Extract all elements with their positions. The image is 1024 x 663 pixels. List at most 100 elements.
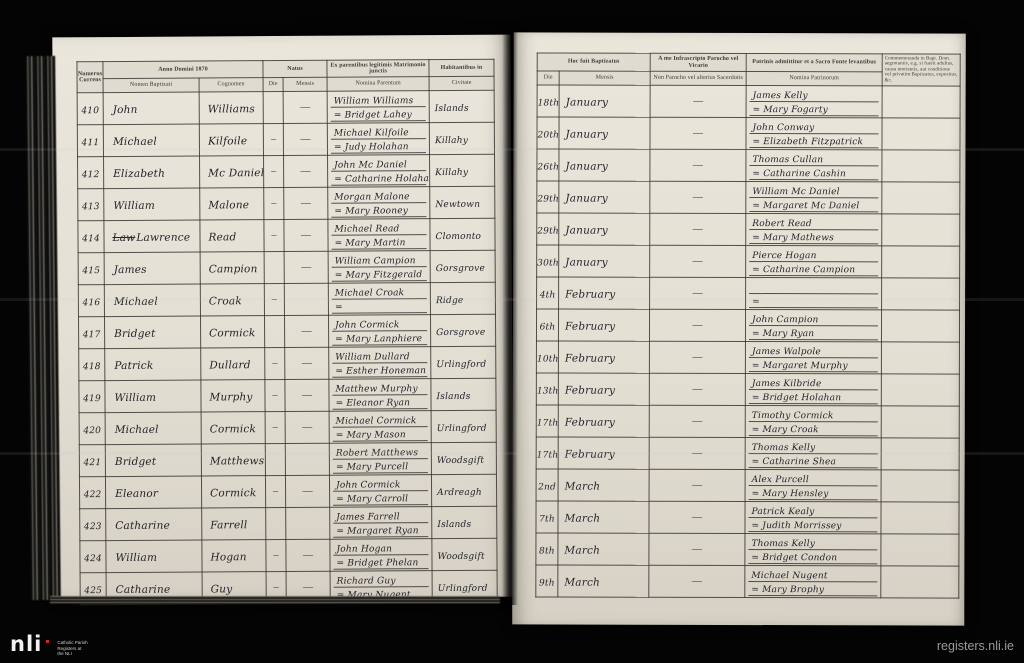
sponsor-names: William Mc Daniel = Margaret Mc Daniel: [745, 181, 882, 214]
register-row: 29th January — William Mc Daniel = Marga…: [536, 180, 960, 215]
header-die: Die: [263, 77, 284, 92]
sponsor-two: = Mary Croak: [748, 421, 878, 437]
baptism-day: 4th: [536, 276, 559, 310]
residence: Killahy: [429, 154, 495, 187]
baptism-month: January: [559, 85, 651, 118]
die-value: [265, 507, 286, 540]
register-row: 420 Michael Cormick – — Michael Cormick …: [79, 410, 497, 445]
baptism-day: 20th: [536, 116, 560, 150]
register-row: 422 Eleanor Cormick – — John Cormick = M…: [79, 474, 497, 509]
parents-names: Matthew Murphy = Eleanor Ryan: [328, 378, 432, 412]
register-row: 419 William Murphy – — Matthew Murphy = …: [78, 378, 497, 413]
notes: [881, 213, 960, 247]
notes: [881, 469, 960, 503]
register-row: 7th March — Patrick Kealy = Judith Morri…: [535, 500, 960, 535]
sponsor-names: Michael Nugent = Mary Brophy: [744, 565, 881, 598]
mother-name: = Catharine Holahan: [331, 170, 430, 186]
die-value: –: [263, 187, 284, 220]
mother-name: = Mary Purcell: [332, 458, 428, 474]
surname: Cormick: [200, 315, 265, 349]
sponsor-one: James Kilbride: [748, 375, 878, 390]
book-page-edges: [25, 55, 61, 601]
notes: [881, 277, 960, 311]
father-name: Michael Cormick: [332, 412, 428, 428]
entry-number: 423: [79, 508, 106, 541]
sponsor-one: Thomas Cullan: [749, 151, 879, 166]
left-table-header: Numerus Currens Anno Domini 1870 Natus E…: [76, 59, 495, 93]
sponsor-names: Robert Read = Mary Mathews: [745, 213, 882, 246]
given-name: LawLawrence: [103, 220, 201, 253]
die-value: –: [265, 539, 287, 572]
header-mensis: Mensis: [283, 77, 328, 92]
sponsor-one: Timothy Cormick: [748, 407, 878, 422]
sponsor-names: John Campion = Mary Ryan: [745, 309, 882, 342]
header-baptised-date: Hoc fuit Baptizatus: [537, 52, 651, 72]
mother-name: = Bridget Phelan: [333, 554, 429, 570]
minister-dash: —: [648, 533, 745, 566]
surname: Read: [199, 219, 265, 253]
given-name: Catharine: [105, 508, 202, 541]
father-name: Richard Guy: [333, 572, 429, 588]
entry-number: 424: [79, 540, 107, 573]
entry-number: 414: [77, 220, 105, 253]
sponsor-names: James Kelly = Mary Fogarty: [746, 85, 883, 118]
mensis-value: —: [283, 187, 328, 220]
notes: [881, 373, 960, 407]
register-row: 17th February — Timothy Cormick = Mary C…: [536, 404, 960, 439]
baptism-month: February: [558, 341, 650, 374]
register-row: 421 Bridget Matthews Robert Matthews = M…: [79, 442, 497, 477]
residence: Woodsgift: [431, 442, 497, 475]
entry-number: 410: [77, 92, 104, 125]
parents-names: John Cormick = Mary Carroll: [329, 474, 432, 508]
minister-dash: —: [649, 181, 746, 214]
baptism-day: 2nd: [536, 468, 559, 502]
baptism-month: January: [558, 213, 650, 246]
mother-name: = Bridget Lahey: [330, 106, 426, 122]
father-name: John Hogan: [333, 540, 429, 556]
header-surname: Cognomen: [199, 77, 264, 93]
notes: [881, 181, 960, 215]
mother-name: = Esther Honeman: [332, 362, 428, 378]
mother-name: = Mary Martin: [331, 234, 427, 250]
register-right-page: Hoc fuit Baptizatus A me Infrascripto Pa…: [512, 32, 966, 626]
sponsor-one: [749, 279, 879, 294]
die-value: –: [265, 475, 286, 508]
father-name: John Cormick: [332, 316, 428, 332]
header-natus: Natus: [262, 60, 328, 78]
sponsor-names: James Kilbride = Bridget Holahan: [745, 373, 882, 406]
sponsor-two: = Bridget Holahan: [748, 389, 878, 405]
die-value: –: [264, 347, 285, 380]
surname: Matthews: [201, 443, 266, 477]
surname: Cormick: [201, 411, 266, 445]
right-table-header: Hoc fuit Baptizatus A me Infrascripto Pa…: [537, 52, 961, 87]
baptism-month: March: [557, 565, 649, 598]
minister-dash: —: [649, 245, 746, 278]
residence: Woodsgift: [431, 538, 498, 571]
sponsor-two: = Mary Hensley: [748, 485, 878, 501]
register-row: 13th February — James Kilbride = Bridget…: [536, 372, 960, 407]
register-row: 423 Catharine Farrell James Farrell = Ma…: [79, 506, 497, 541]
sponsor-two: = Mary Brophy: [748, 581, 878, 597]
baptism-day: 29th: [536, 180, 559, 214]
sponsor-one: Robert Read: [749, 215, 879, 230]
header-die: Die: [537, 70, 560, 86]
mother-name: = Mary Mason: [332, 426, 428, 442]
baptism-month: February: [558, 309, 650, 342]
residence: Gorsgrove: [430, 314, 496, 347]
minister-dash: —: [649, 405, 746, 438]
baptism-month: March: [558, 469, 650, 502]
notes: [881, 405, 960, 439]
given-name: William: [105, 539, 203, 573]
die-value: –: [265, 411, 286, 444]
die-value: –: [263, 155, 284, 188]
mensis-value: —: [284, 379, 330, 412]
parents-names: William Williams = Bridget Lahey: [327, 90, 430, 124]
register-row: 415 James Campion — William Campion = Ma…: [78, 250, 496, 285]
father-name: Michael Croak: [331, 284, 427, 300]
register-row: 26th January — Thomas Cullan = Catharine…: [536, 148, 960, 183]
surname: Cormick: [201, 475, 266, 509]
baptism-day: 30th: [536, 244, 559, 278]
sponsor-two: = Catharine Shea: [748, 453, 878, 469]
father-name: William Campion: [331, 252, 427, 268]
struck-text: Law: [112, 231, 136, 244]
